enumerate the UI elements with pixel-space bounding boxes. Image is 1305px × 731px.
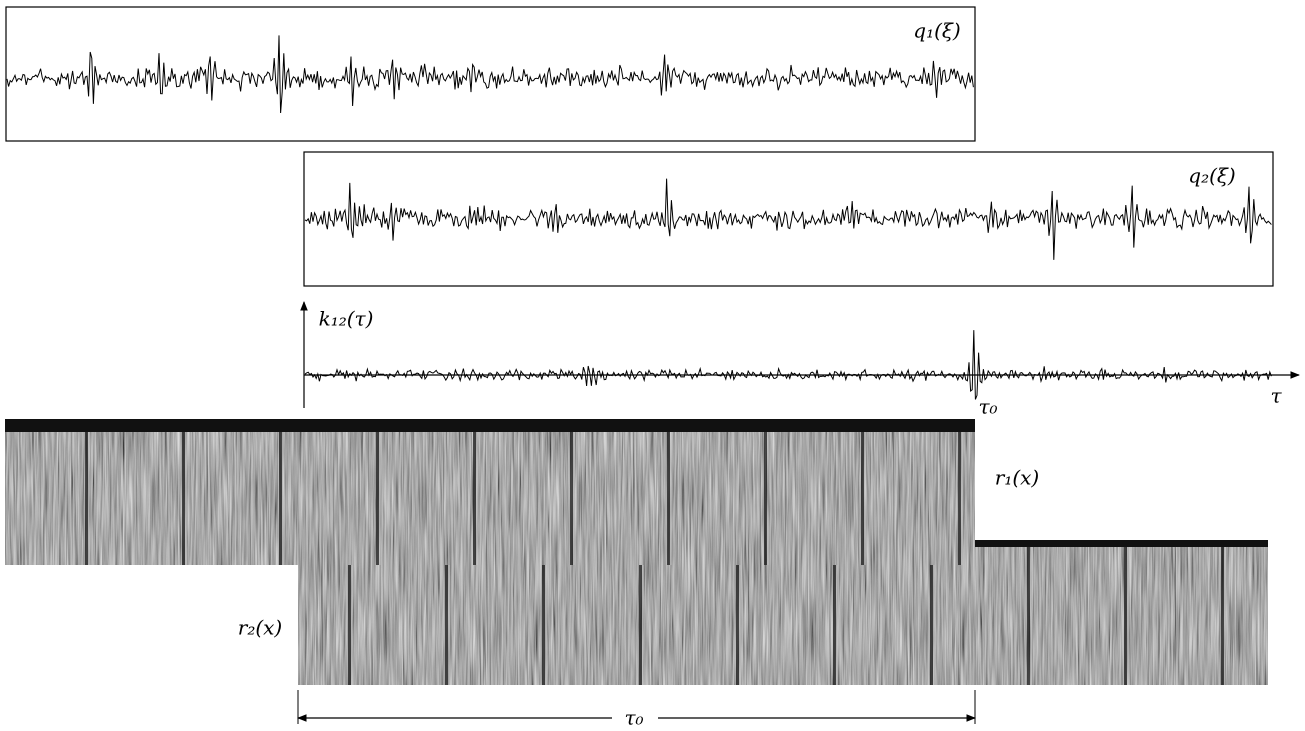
signal-trace [6, 35, 974, 114]
blade-edge [958, 432, 961, 565]
blade-highlight [670, 432, 672, 565]
blade-highlight [961, 432, 963, 565]
images [5, 419, 1268, 685]
blade-edge [1124, 547, 1127, 685]
blade-highlight [545, 547, 547, 685]
image-texture [5, 419, 975, 565]
blade-highlight [351, 547, 353, 685]
blade-highlight [739, 547, 741, 685]
blade-edge [570, 432, 573, 565]
blade-highlight [185, 432, 187, 565]
blade-highlight [767, 432, 769, 565]
image-label: r₂(x) [238, 616, 282, 640]
blade-highlight [933, 547, 935, 685]
image-edge [5, 419, 975, 432]
blade-edge [445, 547, 448, 685]
correlation-trace [304, 330, 1272, 400]
blade-edge [639, 547, 642, 685]
signal-label: q₂(ξ) [1188, 164, 1235, 188]
blade-highlight [448, 547, 450, 685]
signal-box [303, 151, 1274, 287]
blade-highlight [864, 432, 866, 565]
image-r1 [5, 419, 975, 565]
blade-edge [930, 547, 933, 685]
blade-highlight [379, 432, 381, 565]
blade-edge [833, 547, 836, 685]
blade-edge [1027, 547, 1030, 685]
image-label: r₁(x) [995, 466, 1039, 490]
image-edge [975, 540, 1268, 547]
blade-edge [542, 547, 545, 685]
blade-edge [861, 432, 864, 565]
blade-highlight [1224, 547, 1226, 685]
blade-edge [376, 432, 379, 565]
axis-label: τ [1270, 384, 1282, 408]
peak-label: τ₀ [978, 395, 997, 419]
blade-highlight [1127, 547, 1129, 685]
blade-edge [473, 432, 476, 565]
blade-edge [667, 432, 670, 565]
blade-highlight [836, 547, 838, 685]
signal-label: q₁(ξ) [913, 19, 960, 43]
label-bg [612, 706, 658, 730]
blade-highlight [282, 432, 284, 565]
signals [6, 35, 1272, 400]
blade-edge [85, 432, 88, 565]
blade-edge [182, 432, 185, 565]
blade-highlight [88, 432, 90, 565]
signal-trace [304, 178, 1272, 260]
blade-highlight [1030, 547, 1032, 685]
correlation-label: k₁₂(τ) [319, 307, 374, 331]
blade-highlight [642, 547, 644, 685]
blade-edge [348, 547, 351, 685]
blade-edge [764, 432, 767, 565]
blade-edge [1221, 547, 1224, 685]
shift-label: τ₀ [624, 706, 643, 730]
blade-highlight [476, 432, 478, 565]
blade-edge [279, 432, 282, 565]
blade-highlight [573, 432, 575, 565]
signal-box [5, 6, 976, 142]
blade-edge [736, 547, 739, 685]
